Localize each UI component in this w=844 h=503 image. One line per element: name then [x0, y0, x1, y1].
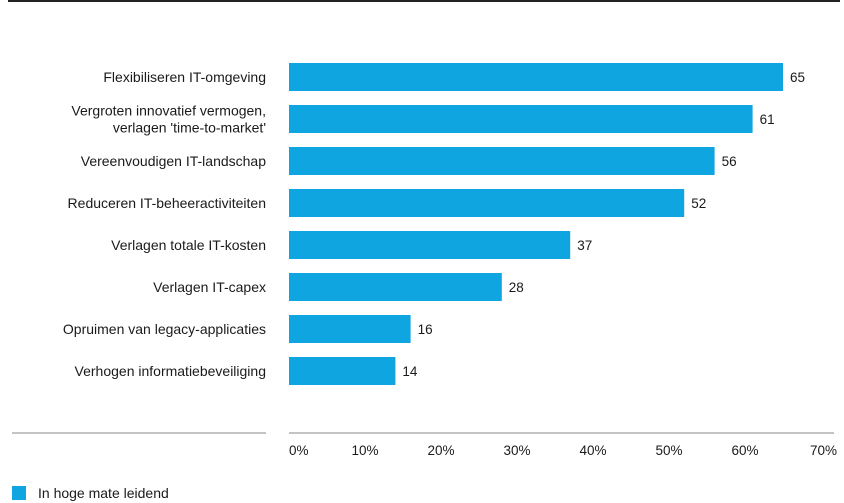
bar — [289, 63, 783, 91]
category-label: Vereenvoudigen IT-landschap — [81, 153, 266, 169]
x-tick-label: 10% — [351, 443, 378, 458]
x-tick-label: 60% — [731, 443, 758, 458]
x-tick-label: 0% — [289, 443, 309, 458]
bar — [289, 147, 715, 175]
bar — [289, 231, 571, 259]
bar-value-label: 37 — [577, 238, 592, 253]
top-rule — [8, 0, 840, 2]
category-label: Opruimen van legacy-applicaties — [63, 321, 266, 337]
bar-value-label: 14 — [402, 364, 418, 379]
x-tick-label: 40% — [579, 443, 606, 458]
bar — [289, 105, 753, 133]
category-label: Vergroten innovatief vermogen, verlagen '… — [71, 103, 266, 136]
bar — [289, 273, 502, 301]
legend-label: In hoge mate leidend — [38, 485, 169, 501]
bar — [289, 315, 411, 343]
x-tick-label: 20% — [427, 443, 454, 458]
x-tick-label: 30% — [503, 443, 530, 458]
legend-swatch — [12, 486, 26, 500]
category-label: Flexibiliseren IT-omgeving — [103, 69, 266, 85]
bar-value-label: 61 — [760, 112, 775, 127]
category-label: Reduceren IT-beheeractiviteiten — [68, 195, 266, 211]
bar-chart: 65 Flexibiliseren IT-omgeving 61 Vergroten … — [12, 63, 837, 458]
bar-value-label: 16 — [418, 322, 433, 337]
category-label: Verlagen totale IT-kosten — [111, 237, 266, 253]
category-label: Verhogen informatiebeveiliging — [75, 363, 266, 379]
bar-value-label: 28 — [509, 280, 524, 295]
bar — [289, 189, 685, 217]
bar-value-label: 56 — [722, 154, 737, 169]
bar-value-label: 52 — [691, 196, 706, 211]
x-tick-label: 50% — [655, 443, 682, 458]
category-label: Verlagen IT-capex — [153, 279, 266, 295]
bar-value-label: 65 — [790, 70, 805, 85]
x-tick-label: 70% — [810, 443, 837, 458]
bar — [289, 357, 396, 385]
legend: In hoge mate leidend — [12, 485, 169, 501]
